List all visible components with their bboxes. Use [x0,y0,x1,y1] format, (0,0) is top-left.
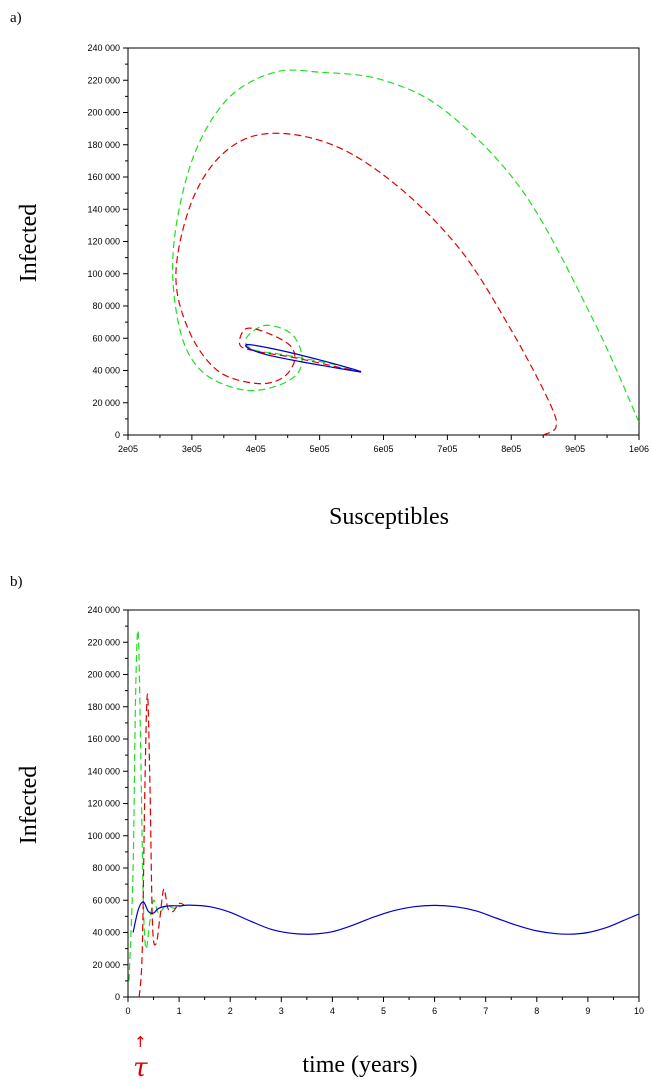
y-tick-label: 0 [115,992,120,1002]
panel-a-x-axis-label: Susceptibles [329,504,449,530]
y-tick-label: 140 000 [87,204,120,214]
series-line [132,901,639,935]
y-tick-label: 160 000 [87,172,120,182]
y-tick-label: 140 000 [87,766,120,776]
x-tick-label: 8e05 [501,444,521,454]
y-tick-label: 220 000 [87,75,120,85]
y-tick-label: 200 000 [87,108,120,118]
x-tick-label: 9 [585,1006,590,1016]
series-line [172,69,639,423]
y-tick-label: 120 000 [87,799,120,809]
panel-b-series [128,629,639,997]
panel-a-label: a) [10,10,22,26]
y-tick-label: 20 000 [92,398,120,408]
y-tick-label: 20 000 [92,960,120,970]
y-tick-label: 240 000 [87,43,120,53]
y-tick-label: 180 000 [87,702,120,712]
x-tick-label: 0 [125,1006,130,1016]
panel-a-chart: a) 0 20 000 40 000 60 000 80 000 100 000 120 0… [10,10,649,530]
y-tick-label: 80 000 [92,863,120,873]
y-tick-label: 40 000 [92,928,120,938]
y-tick-label: 240 000 [87,605,120,615]
panel-a-ticks: 0 20 000 40 000 60 000 80 000 100 000 120 000 1… [87,43,649,454]
x-tick-label: 3e05 [182,444,202,454]
x-tick-label: 2e05 [118,444,138,454]
x-tick-label: 5 [381,1006,386,1016]
x-tick-label: 3 [279,1006,284,1016]
panel-a-series [172,69,639,435]
x-tick-label: 9e05 [565,444,585,454]
panel-a-plot-frame [127,47,640,436]
x-tick-label: 7e05 [437,444,457,454]
x-tick-label: 7 [483,1006,488,1016]
y-tick-label: 200 000 [87,670,120,680]
y-tick-label: 160 000 [87,734,120,744]
y-tick-label: 60 000 [92,333,120,343]
x-tick-label: 1 [177,1006,182,1016]
series-line [138,693,185,997]
x-tick-label: 1e06 [629,444,649,454]
y-tick-label: 0 [115,430,120,440]
series-line [245,343,362,373]
x-tick-label: 5e05 [310,444,330,454]
panel-b-y-axis-label: Infected [16,766,42,845]
y-tick-label: 220 000 [87,637,120,647]
series-line [175,132,558,435]
panel-b-plot-frame [127,609,640,998]
x-tick-label: 6 [432,1006,437,1016]
x-tick-label: 4 [330,1006,335,1016]
y-tick-label: 100 000 [87,269,120,279]
y-tick-label: 100 000 [87,831,120,841]
series-line [128,629,185,981]
y-tick-label: 60 000 [92,895,120,905]
panel-b-ticks: 0 20 000 40 000 60 000 80 000 100 000 120 000 1… [87,605,644,1016]
y-tick-label: 40 000 [92,366,120,376]
x-tick-label: 2 [228,1006,233,1016]
panel-b-label: b) [10,574,23,590]
y-tick-label: 180 000 [87,140,120,150]
tau-annotation-arrow: ↑ [134,1033,147,1051]
y-tick-label: 120 000 [87,237,120,247]
x-tick-label: 4e05 [246,444,266,454]
tau-annotation: τ [133,1053,148,1083]
x-tick-label: 10 [634,1006,644,1016]
y-tick-label: 80 000 [92,301,120,311]
panel-a-y-axis-label: Infected [16,204,42,283]
x-tick-label: 8 [534,1006,539,1016]
x-tick-label: 6e05 [373,444,393,454]
panel-b-x-axis-label: time (years) [302,1052,417,1078]
